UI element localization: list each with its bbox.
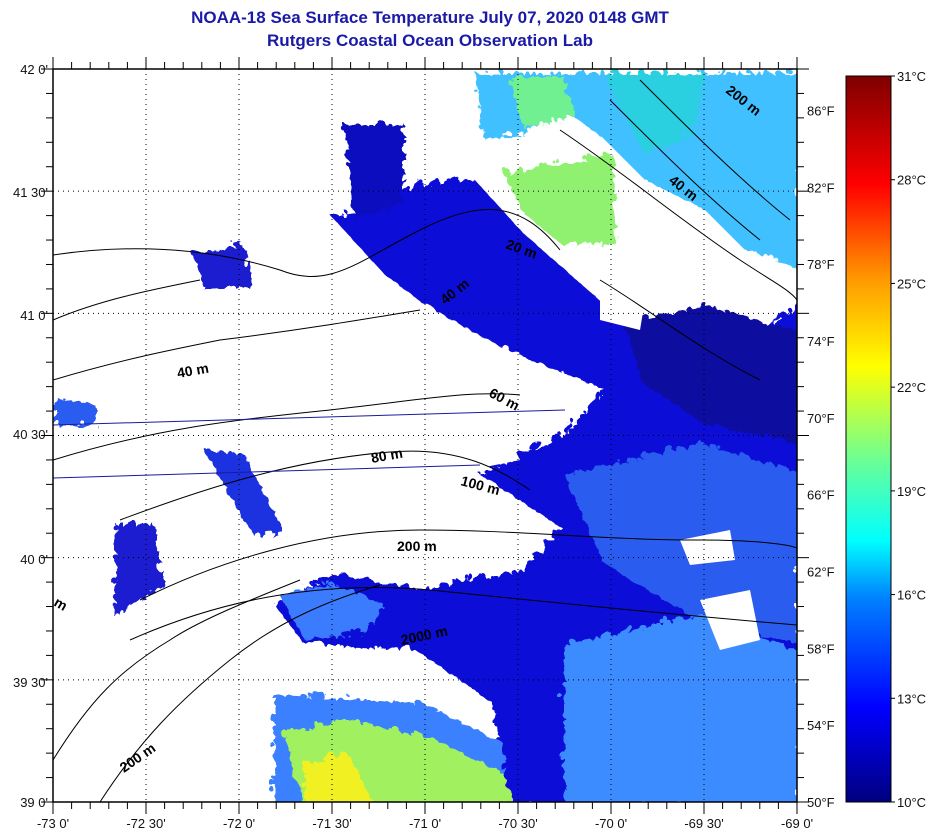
celsius-label: 13°C [897,691,926,706]
fahrenheit-scale: 86°F 82°F 78°F 74°F 70°F 66°F 62°F 58°F 54°F 50°F [807,104,835,810]
sst-patch [620,300,797,440]
lon-label: -69 30' [684,816,723,831]
sst-patch [200,445,282,532]
lon-label: -73 0' [37,816,69,831]
sst-image: 200 m 40 m 20 m 40 m 40 m 60 m 80 m 100 … [53,69,797,802]
lon-label: -72 0' [223,816,255,831]
celsius-label: 19°C [897,484,926,499]
map-title: NOAA-18 Sea Surface Temperature July 07,… [191,8,669,27]
fahrenheit-label: 70°F [807,411,835,426]
sst-patch [110,520,160,612]
celsius-label: 25°C [897,276,926,291]
lon-label: -70 0' [595,816,627,831]
axis-labels: 42 0' 41 30' 41 0' 40 30' 40 0' 39 30' 3… [13,62,813,831]
celsius-scale: 31°C 28°C 25°C 22°C 19°C 16°C 13°C 10°C [891,69,926,810]
graticule [53,69,797,802]
contour-label: 80 m [370,445,404,466]
lat-label: 39 30' [13,675,48,690]
celsius-label: 22°C [897,380,926,395]
fahrenheit-label: 62°F [807,565,835,580]
fahrenheit-label: 82°F [807,180,835,195]
celsius-label: 31°C [897,69,926,84]
lon-label: -72 30' [126,816,165,831]
lon-label: -69 0' [781,816,813,831]
fahrenheit-label: 78°F [807,257,835,272]
sst-patch [600,69,700,150]
lat-label: 42 0' [20,62,48,77]
lat-label: 41 0' [20,308,48,323]
bathymetry-contours [53,79,797,802]
fahrenheit-label: 58°F [807,641,835,656]
lat-label: 40 30' [13,427,48,442]
lon-label: -71 0' [409,816,441,831]
fahrenheit-label: 66°F [807,488,835,503]
contour-label: 200 m [397,538,437,554]
sst-patch [500,150,612,242]
lat-label: 40 0' [20,552,48,567]
fahrenheit-label: 74°F [807,334,835,349]
colorbar [845,75,892,803]
sst-patch [470,69,797,265]
fahrenheit-label: 54°F [807,718,835,733]
sst-patch [560,610,797,802]
sst-patch [505,72,570,125]
lat-label: 39 0' [20,795,48,810]
sst-patch [300,750,370,802]
sst-patch [340,120,400,215]
celsius-label: 28°C [897,173,926,188]
fahrenheit-label: 86°F [807,104,835,119]
contour-label: 40 m [176,360,210,381]
satellite-tracks [53,409,566,479]
celsius-label: 16°C [897,588,926,603]
lon-label: -71 30' [312,816,351,831]
sst-patch [53,393,92,422]
map-subtitle: Rutgers Coastal Ocean Observation Lab [267,31,593,50]
lat-label: 41 30' [13,185,48,200]
lon-label: -70 30' [498,816,537,831]
sst-patch [190,240,250,285]
fahrenheit-label: 50°F [807,795,835,810]
axis-ticks [41,57,809,814]
celsius-label: 10°C [897,795,926,810]
